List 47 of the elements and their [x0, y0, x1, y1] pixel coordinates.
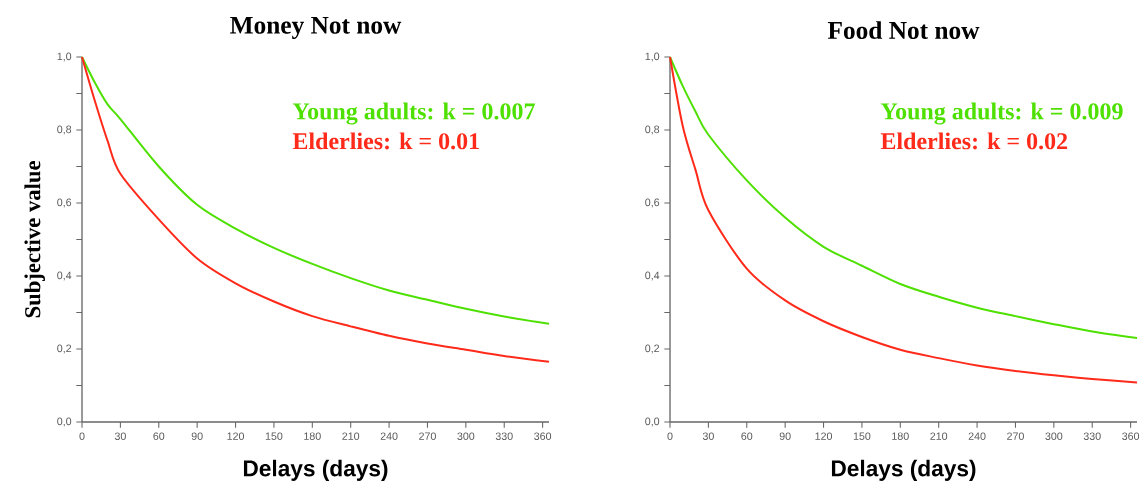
x-tick-label: 210: [930, 432, 948, 440]
y-axis-title: Subjective value: [24, 161, 45, 318]
x-tick-label: 120: [815, 432, 833, 440]
x-axis-title: Delays (days): [831, 459, 976, 481]
x-axis-title: Delays (days): [243, 459, 388, 481]
x-tick-label: 60: [153, 432, 165, 440]
x-tick-label: 180: [892, 432, 909, 440]
x-tick-label: 210: [342, 432, 360, 440]
x-tick-label: 180: [304, 432, 321, 440]
x-tick-label: 240: [968, 432, 986, 440]
y-tick-label: 0,4: [57, 271, 72, 281]
y-tick-label: 0,2: [57, 344, 72, 354]
y-tick-label: 1,0: [57, 52, 72, 62]
x-tick-label: 120: [227, 432, 245, 440]
x-tick-label: 30: [702, 432, 714, 440]
text: Young adults: k = 0.009: [880, 102, 1123, 125]
x-tick-label: 270: [419, 432, 436, 440]
x-tick-label: 0: [667, 432, 673, 440]
text: Elderlies: k = 0.01: [292, 132, 479, 150]
y-tick-label: 0,2: [645, 344, 660, 354]
x-tick-label: 90: [191, 432, 203, 440]
x-tick-label: 360: [1122, 432, 1140, 440]
x-tick-label: 30: [114, 432, 126, 440]
x-tick-label: 270: [1007, 432, 1024, 440]
x-tick-label: 360: [534, 432, 552, 440]
x-tick-label: 150: [853, 432, 871, 440]
x-tick-label: 90: [779, 432, 791, 440]
x-tick-label: 300: [457, 432, 475, 440]
x-tick-label: 0: [79, 432, 85, 440]
y-tick-label: 0,8: [645, 125, 660, 135]
x-tick-label: 150: [265, 432, 283, 440]
x-tick-label: 240: [380, 432, 398, 440]
x-tick-label: 330: [495, 432, 513, 440]
x-tick-label: 60: [741, 432, 753, 440]
y-tick-label: 0,6: [57, 198, 72, 208]
text: Elderlies: k = 0.02: [880, 132, 1068, 150]
chart-title: Money Not now: [230, 16, 402, 39]
y-tick-label: 0,8: [57, 125, 72, 135]
y-tick-label: 1,0: [645, 52, 660, 62]
y-tick-label: 0,6: [645, 198, 660, 208]
x-tick-label: 330: [1083, 432, 1101, 440]
y-tick-label: 0,0: [57, 417, 72, 427]
text: Young adults: k = 0.007: [292, 102, 535, 125]
chart-title: Food Not now: [827, 21, 980, 39]
y-tick-label: 0,4: [645, 271, 660, 281]
x-tick-label: 300: [1045, 432, 1063, 440]
y-tick-label: 0,0: [645, 417, 660, 427]
